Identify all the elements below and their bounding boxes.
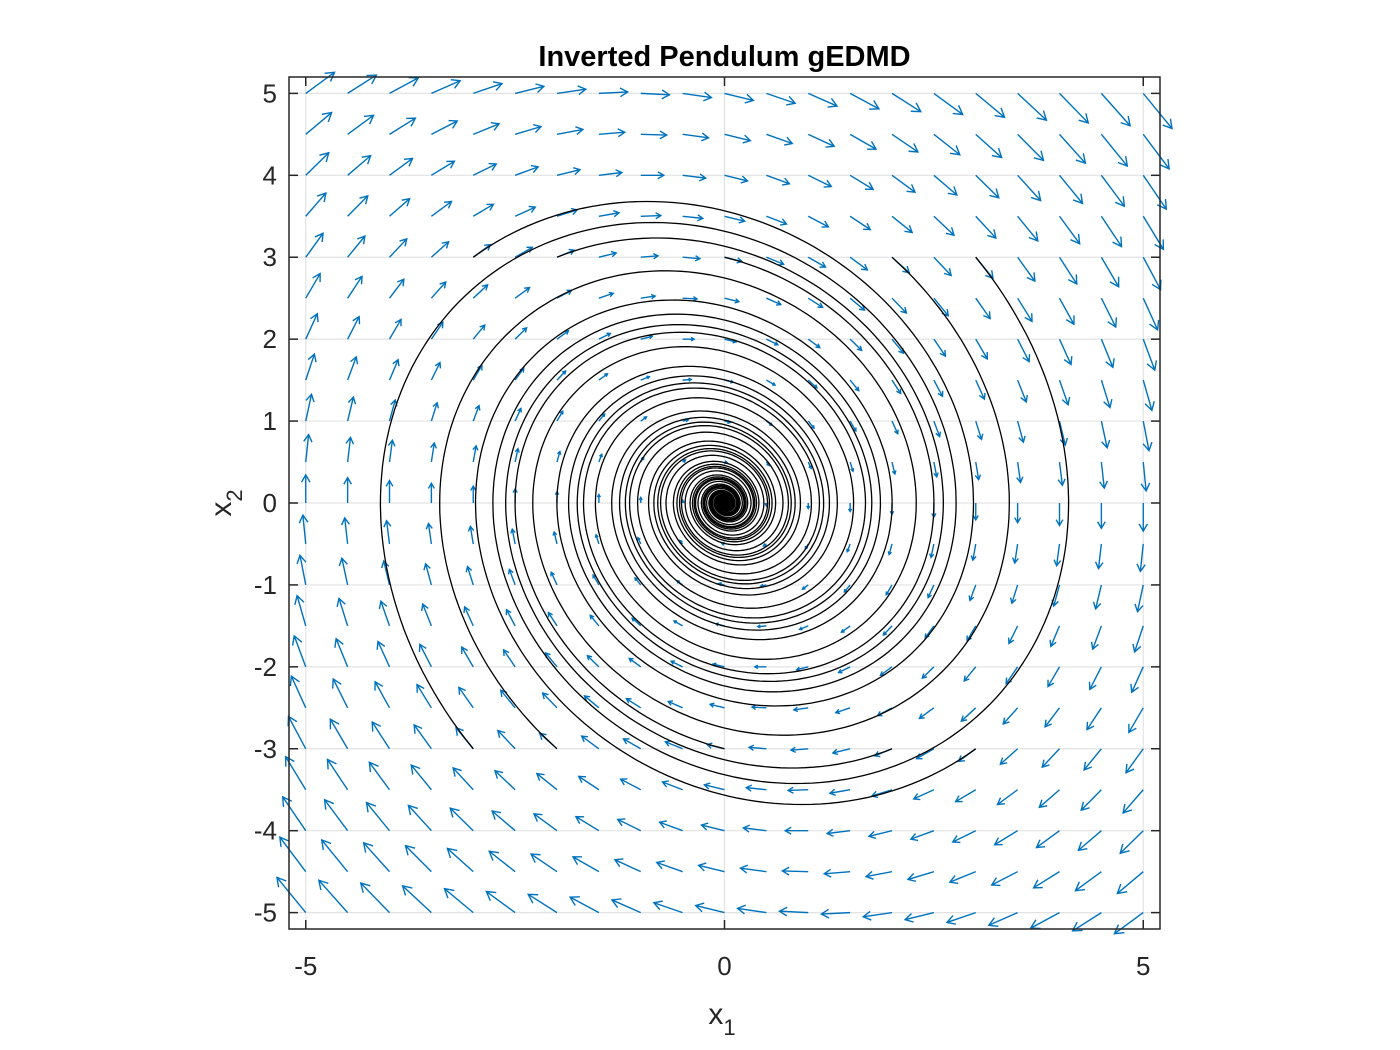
y-tick-label: -3	[254, 734, 277, 764]
x-tick-label: 0	[717, 951, 731, 981]
y-tick-label: 4	[263, 160, 277, 190]
chart-title: Inverted Pendulum gEDMD	[538, 41, 910, 73]
y-tick-label: -1	[254, 570, 277, 600]
y-tick-label: 2	[263, 324, 277, 354]
y-tick-label: 0	[263, 488, 277, 518]
y-tick-label: -5	[254, 898, 277, 928]
x-axis-label: x1	[708, 998, 735, 1040]
y-axis-label: x2	[205, 489, 247, 516]
y-tick-label: 1	[263, 406, 277, 436]
y-tick-label: -2	[254, 652, 277, 682]
vector-arrow	[763, 543, 766, 546]
y-tick-label: -4	[254, 816, 277, 846]
y-tick-label: 3	[263, 242, 277, 272]
x-tick-label: -5	[294, 951, 317, 981]
x-tick-label: 5	[1136, 951, 1150, 981]
y-tick-label: 5	[263, 78, 277, 108]
vector-arrow	[683, 460, 686, 463]
